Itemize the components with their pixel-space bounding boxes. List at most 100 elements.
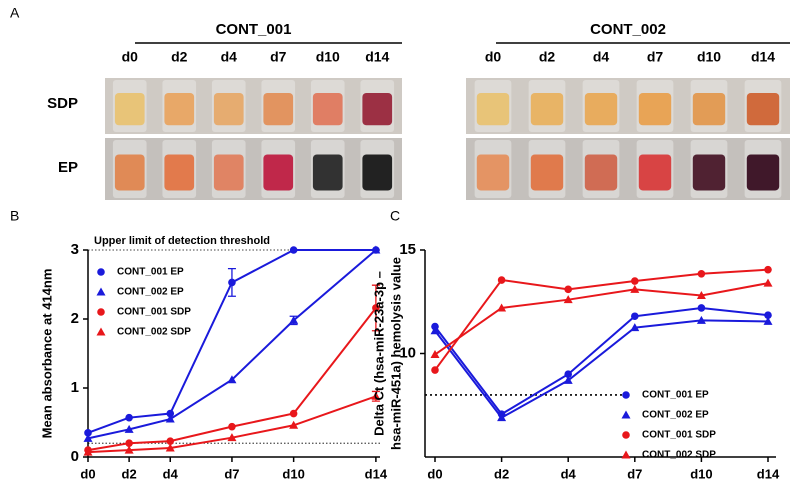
marker [124,424,134,433]
series-line [87,249,376,434]
legend-label: CONT_002 SDP [642,450,716,461]
marker [431,366,439,374]
marker [764,311,772,320]
y-tick-label: 0 [71,448,79,465]
tube-sample [263,93,294,126]
marker [497,413,507,422]
series-line [434,319,769,419]
tube-sample [476,93,510,126]
tube-sample [213,93,244,126]
legend-marker [621,410,631,419]
marker [631,277,639,285]
y-axis-label: Mean absorbance at 414nm [39,269,54,439]
marker [430,326,440,335]
tube-sample [638,154,672,191]
day-label: d4 [221,49,238,65]
marker [697,270,706,278]
legend-label: CONT_002 EP [642,410,709,421]
marker [166,437,175,445]
y-tick-label: 15 [399,241,416,258]
marker [563,295,573,304]
legend-label: CONT_001 EP [642,390,709,401]
series-line [87,307,377,452]
day-label: d7 [647,49,664,65]
marker [289,246,298,254]
y-tick-label: 1 [71,379,79,396]
legend-marker [96,327,106,336]
marker [227,433,237,442]
x-tick-label: d7 [224,466,239,481]
y-tick-label: 3 [71,241,79,258]
tube-sample [530,154,564,191]
marker [630,284,640,293]
tube-sample [638,93,672,126]
marker [697,304,706,312]
tube-sample [584,154,618,191]
day-label: d10 [697,49,721,65]
marker [630,323,640,332]
legend-label: CONT_002 SDP [117,327,191,338]
marker [227,375,237,384]
x-tick-label: d14 [757,466,780,481]
marker [371,245,381,254]
legend-label: CONT_001 EP [117,267,184,278]
legend-marker [96,287,106,296]
marker [83,433,93,442]
tube-sample [362,154,393,191]
x-tick-label: d10 [282,466,304,481]
day-label: d14 [365,49,389,65]
tube-sample [584,93,618,126]
marker [763,278,773,287]
series-line [87,395,377,454]
legend-label: CONT_001 SDP [642,430,716,441]
annotation: Upper limit of detection threshold [94,235,270,247]
day-label: d4 [593,49,610,65]
photo [105,138,402,200]
legend-marker [97,308,105,316]
marker [497,303,507,312]
tube-sample [164,154,195,191]
group-title: CONT_002 [590,21,666,38]
day-label: d2 [539,49,556,65]
marker [125,413,133,422]
tube-sample [312,93,343,126]
day-label: d10 [316,49,340,65]
tube-sample [114,154,145,191]
tube-sample [476,154,510,191]
marker [289,420,299,429]
tube-sample [692,154,726,191]
x-tick-label: d10 [690,466,712,481]
y-tick-label: 2 [71,310,79,327]
tube-sample [692,93,726,126]
panel-label: C [390,208,400,224]
x-tick-label: d0 [80,466,95,481]
marker [289,315,299,324]
marker [228,278,236,287]
x-tick-label: d14 [365,466,388,481]
marker [165,443,175,452]
day-label: d0 [485,49,502,65]
marker [289,409,298,418]
marker [228,422,236,431]
tube-sample [312,154,343,191]
series-line [87,249,377,440]
photo [466,138,790,200]
y-tick-label: 10 [399,344,416,361]
marker [763,316,773,325]
tube-sample [263,154,294,191]
row-label: EP [58,159,78,176]
marker [371,391,381,400]
tube-sample [746,93,780,126]
photo [466,78,790,134]
day-label: d7 [270,49,287,65]
series-line [434,268,769,371]
marker [124,445,134,454]
legend-label: CONT_002 EP [117,287,184,298]
y-axis-label: Delta Ct (hsa-miR-23a-3p – [371,271,386,436]
tube-sample [114,93,145,126]
marker [696,291,706,300]
photo [105,78,402,134]
x-tick-label: d4 [561,466,577,481]
tube-sample [213,154,244,191]
